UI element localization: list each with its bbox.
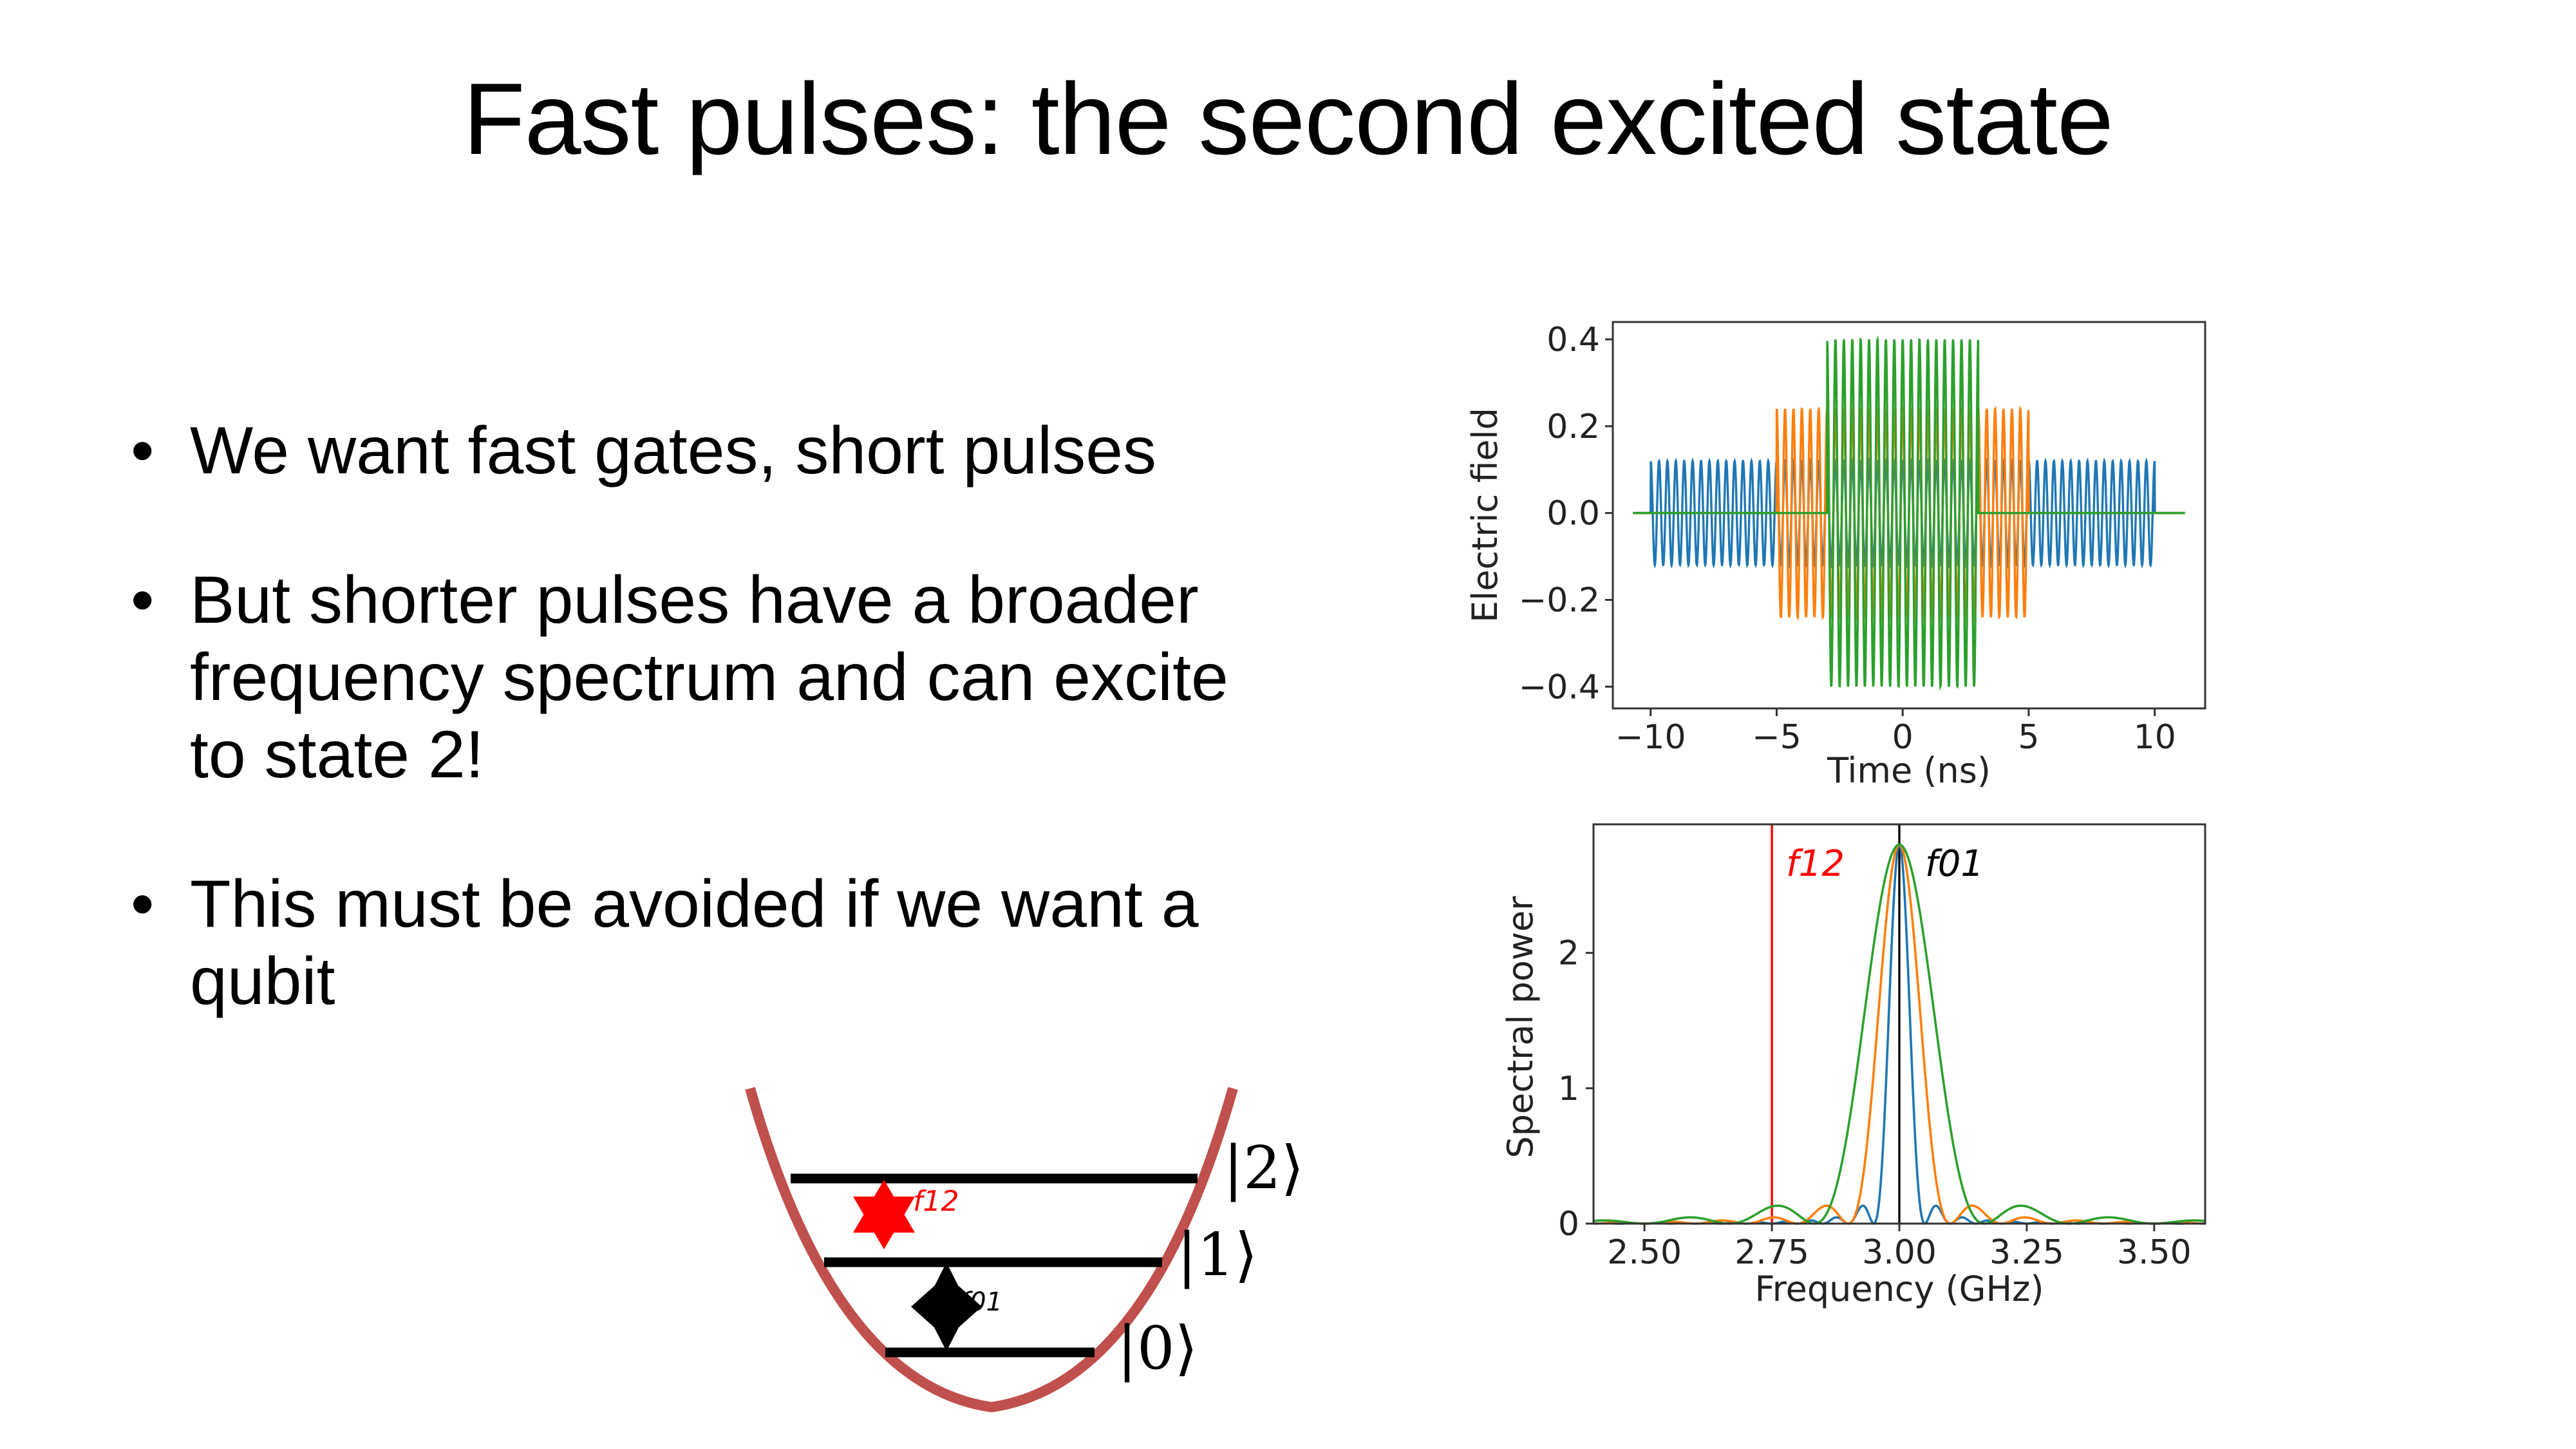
chart1-ytick-label: 0.2: [1547, 408, 1600, 446]
bullet-dot-icon: •: [131, 413, 155, 488]
chart1-ytick-label: 0.4: [1547, 321, 1600, 359]
bullet-dot-icon: •: [131, 867, 155, 942]
chart2-xtick-label: 3.00: [1862, 1233, 1937, 1272]
bullet-item: • We want fast gates, short pulses: [126, 412, 1252, 489]
spectrum-series-2: [1593, 843, 2206, 1225]
bullet-text: We want fast gates, short pulses: [190, 413, 1157, 488]
chart2-xlabel: Frequency (GHz): [1754, 1269, 2044, 1309]
chart1-xtick-label: 10: [2134, 718, 2176, 757]
pulse-series-2: [1633, 335, 2185, 691]
chart2-frame: [1592, 823, 2206, 1225]
chart1-frame: [1612, 321, 2206, 710]
chart2-ytick-label: 0: [1558, 1205, 1579, 1244]
chart2-xtick-label: 2.50: [1607, 1233, 1682, 1272]
bullet-list: • We want fast gates, short pulses • But…: [126, 412, 1252, 1092]
potential-well: [745, 1086, 1238, 1413]
chart2-ticks: 2.50 2.75 3.00 3.25 3.50 0 1 2: [1558, 934, 2192, 1272]
bullet-item: • This must be avoided if we want a qubi…: [126, 866, 1252, 1020]
bullet-dot-icon: •: [131, 563, 155, 638]
chart1-xtick-label: −5: [1752, 718, 1801, 757]
chart1-ytick-label: −0.4: [1519, 668, 1600, 706]
bullet-text: But shorter pulses have a broader freque…: [190, 563, 1228, 792]
chart2-xtick-label: 3.50: [2117, 1233, 2192, 1272]
chart1-ytick-label: 0.0: [1547, 495, 1600, 533]
chart1-xtick-label: 5: [2018, 718, 2039, 757]
chart1-xtick-label: 0: [1892, 718, 1913, 757]
state-0-label: |0⟩: [1117, 1314, 1198, 1383]
chart2-xtick-label: 2.75: [1735, 1233, 1809, 1272]
chart1-ylabel: Electric field: [1465, 408, 1505, 623]
energy-level-diagram: f12 f01 |2⟩ |1⟩ |0⟩: [745, 1086, 1304, 1413]
electric-field-chart: −10 −5 0 5 10 0.4 0.2 0.0 −0.2 −0.4 Time (ns) Ele…: [1465, 321, 2206, 791]
chart1-xtick-label: −10: [1615, 718, 1686, 757]
state-2-label: |2⟩: [1223, 1133, 1304, 1202]
chart1-xlabel: Time (ns): [1827, 750, 1991, 791]
transition-12-label: f12: [913, 1185, 959, 1218]
transition-01-star-icon: [911, 1262, 982, 1351]
chart2-xtick-label: 3.25: [1989, 1233, 2064, 1272]
transition-01-label: f01: [961, 1287, 1002, 1317]
chart1-plot-area: [1633, 335, 2185, 691]
chart2-ylabel: Spectral power: [1500, 896, 1541, 1159]
f01-label: f01: [1925, 843, 1984, 885]
state-1-label: |1⟩: [1177, 1220, 1257, 1289]
transition-12-star-icon: [853, 1180, 915, 1249]
chart2-ytick-label: 1: [1558, 1070, 1579, 1108]
chart2-plot-area: [1593, 824, 2206, 1225]
f12-label: f12: [1786, 843, 1845, 885]
bullet-text: This must be avoided if we want a qubit: [190, 867, 1199, 1019]
bullet-item: • But shorter pulses have a broader freq…: [126, 562, 1252, 793]
slide-title: Fast pulses: the second excited state: [463, 62, 2114, 176]
chart2-ytick-label: 2: [1558, 934, 1579, 973]
chart1-ticks: −10 −5 0 5 10 0.4 0.2 0.0 −0.2 −0.4: [1519, 321, 2176, 757]
chart1-ytick-label: −0.2: [1519, 581, 1600, 620]
